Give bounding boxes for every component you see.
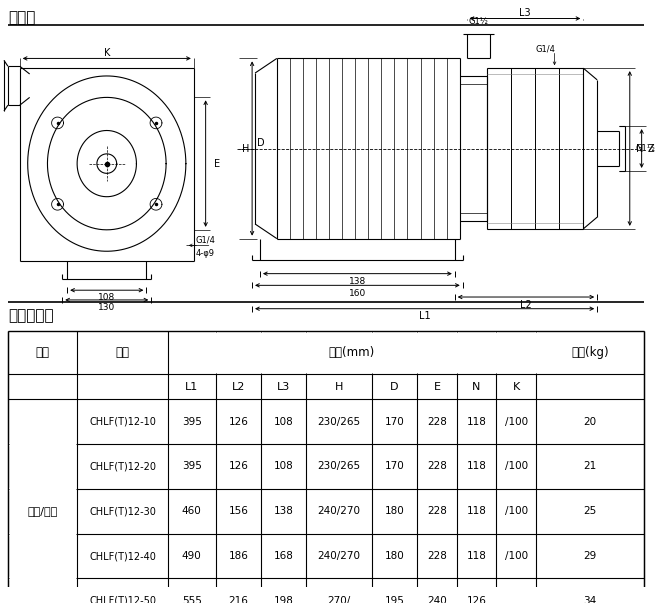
Text: /100: /100 (505, 551, 528, 561)
Text: H: H (335, 382, 343, 391)
Text: 118: 118 (467, 551, 486, 561)
Text: 108: 108 (98, 294, 115, 303)
Text: 型号: 型号 (115, 346, 130, 359)
Text: 20: 20 (583, 417, 596, 427)
Text: 三相/单相: 三相/单相 (28, 507, 57, 516)
Text: L3: L3 (519, 8, 530, 17)
Text: G1/4: G1/4 (535, 44, 555, 53)
Text: Z: Z (648, 144, 654, 154)
Text: N: N (636, 144, 643, 154)
Text: 180: 180 (385, 551, 405, 561)
Text: 230/265: 230/265 (318, 461, 360, 472)
Text: 240/270: 240/270 (318, 507, 360, 516)
Text: 25: 25 (583, 507, 596, 516)
Text: 198: 198 (273, 596, 294, 603)
Text: K: K (513, 382, 520, 391)
Text: 34: 34 (583, 596, 596, 603)
Text: CHLF(T)12-30: CHLF(T)12-30 (89, 507, 156, 516)
Text: 108: 108 (274, 417, 294, 427)
Text: 555: 555 (182, 596, 202, 603)
Text: 108: 108 (274, 461, 294, 472)
Text: 29: 29 (583, 551, 596, 561)
Text: 安装图: 安装图 (8, 10, 36, 25)
Text: 240/270: 240/270 (318, 551, 360, 561)
Text: /100: /100 (505, 417, 528, 427)
Text: 186: 186 (228, 551, 248, 561)
Text: 130: 130 (98, 303, 115, 312)
Text: 170: 170 (385, 417, 405, 427)
Text: CHLF(T)12-20: CHLF(T)12-20 (89, 461, 156, 472)
Text: 138: 138 (349, 277, 366, 286)
Text: 156: 156 (228, 507, 248, 516)
Text: 216: 216 (228, 596, 248, 603)
Text: 126: 126 (228, 417, 248, 427)
Text: 180: 180 (385, 507, 405, 516)
Text: CHLF(T)12-40: CHLF(T)12-40 (89, 551, 156, 561)
Text: L1: L1 (185, 382, 198, 391)
Text: H: H (243, 144, 250, 154)
Text: L1: L1 (419, 312, 430, 321)
Text: 118: 118 (467, 461, 486, 472)
Text: 118: 118 (467, 507, 486, 516)
Text: 4-φ9: 4-φ9 (196, 248, 215, 257)
Text: 270/: 270/ (328, 596, 351, 603)
Text: N: N (473, 382, 480, 391)
Text: K: K (103, 48, 110, 58)
Text: 240: 240 (427, 596, 447, 603)
Text: 170: 170 (385, 461, 405, 472)
Text: E: E (214, 159, 219, 169)
Text: 460: 460 (182, 507, 202, 516)
Text: 490: 490 (182, 551, 202, 561)
Text: 228: 228 (427, 461, 447, 472)
Text: D: D (257, 137, 265, 148)
Text: 395: 395 (182, 461, 202, 472)
Text: 160: 160 (349, 289, 366, 298)
Text: D: D (390, 382, 399, 391)
Text: L3: L3 (277, 382, 291, 391)
Text: G1/4: G1/4 (196, 235, 215, 244)
Text: 尺寸和重量: 尺寸和重量 (8, 308, 53, 323)
Text: 126: 126 (228, 461, 248, 472)
Text: G1½: G1½ (469, 17, 488, 27)
Text: 21: 21 (583, 461, 596, 472)
Text: 138: 138 (273, 507, 294, 516)
Text: CHLF(T)12-10: CHLF(T)12-10 (89, 417, 156, 427)
Text: /100: /100 (505, 507, 528, 516)
Text: 126: 126 (467, 596, 486, 603)
Text: /100: /100 (505, 461, 528, 472)
Text: 电机: 电机 (36, 346, 49, 359)
Text: 228: 228 (427, 507, 447, 516)
Text: L2: L2 (520, 300, 532, 310)
Text: 228: 228 (427, 551, 447, 561)
Text: 168: 168 (273, 551, 294, 561)
Text: L2: L2 (231, 382, 245, 391)
Text: E: E (434, 382, 440, 391)
Text: CHLF(T)12-50: CHLF(T)12-50 (89, 596, 156, 603)
Text: 230/265: 230/265 (318, 417, 360, 427)
Text: G1½: G1½ (636, 144, 656, 153)
Text: 重量(kg): 重量(kg) (571, 346, 608, 359)
Text: 228: 228 (427, 417, 447, 427)
Text: 尺寸(mm): 尺寸(mm) (329, 346, 375, 359)
Text: 118: 118 (467, 417, 486, 427)
Text: 195: 195 (385, 596, 405, 603)
Text: 395: 395 (182, 417, 202, 427)
